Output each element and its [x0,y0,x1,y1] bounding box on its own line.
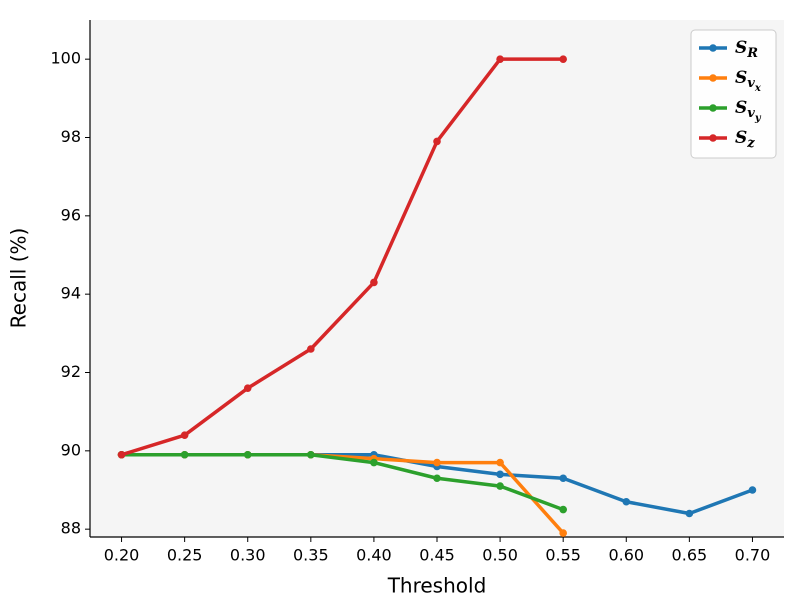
point [243,384,252,392]
x-tick-label: 0.70 [735,546,771,565]
x-tick-label: 0.50 [482,546,518,565]
legend-label: Sz [735,128,755,151]
legend-label: SR [735,38,758,61]
y-tick-label: 98 [61,127,81,146]
point [559,55,567,63]
point [433,137,441,146]
point [496,482,504,490]
y-tick-label: 90 [61,440,81,459]
point [496,458,504,467]
point [117,450,126,459]
point [307,450,315,459]
legend-marker [709,104,717,112]
point [243,450,252,459]
point [433,474,441,483]
point [180,450,189,459]
x-tick-label: 0.65 [672,546,708,565]
point [559,529,567,537]
point [496,470,504,479]
point [496,55,504,63]
y-tick-label: 100 [50,49,81,68]
x-tick-label: 0.20 [104,546,140,565]
x-tick-label: 0.35 [293,546,329,565]
point [622,497,631,506]
legend-box [690,29,777,159]
x-tick-label: 0.55 [545,546,581,565]
point [370,278,378,287]
point [370,458,378,467]
legend-label: Svx [735,68,762,94]
y-tick-label: 92 [61,362,81,381]
point [559,505,567,514]
point [748,486,757,494]
y-tick-label: 96 [61,205,81,224]
point [180,431,189,439]
x-tick-label: 0.25 [167,546,203,565]
x-tick-label: 0.40 [356,546,392,565]
x-axis-label: Threshold [387,574,487,598]
x-tick-label: 0.60 [608,546,644,565]
y-tick-label: 88 [61,519,81,538]
x-tick-label: 0.45 [419,546,455,565]
series-line [121,453,564,512]
legend-marker [709,134,717,142]
legend-marker [709,74,717,82]
point [685,509,694,518]
series-line [121,57,564,457]
x-tick-label: 0.30 [230,546,266,565]
legend-marker [709,44,717,52]
point [559,474,567,483]
y-tick-label: 94 [61,284,81,303]
plot-background [90,20,784,537]
legend-label: Svy [735,98,762,124]
point [307,345,315,353]
point [433,458,441,467]
y-axis-label: Recall (%) [7,228,31,329]
